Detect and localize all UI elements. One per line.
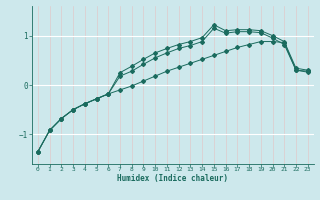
X-axis label: Humidex (Indice chaleur): Humidex (Indice chaleur)	[117, 174, 228, 183]
